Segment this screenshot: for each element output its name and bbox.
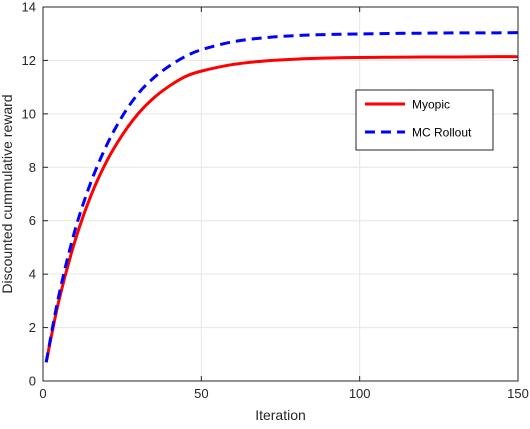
y-axis-label: Discounted cummulative reward xyxy=(0,94,15,293)
y-tick-label: 14 xyxy=(22,0,36,15)
legend-box xyxy=(355,89,494,151)
y-tick-label: 4 xyxy=(29,267,36,282)
x-tick-label: 0 xyxy=(39,386,46,401)
legend: Myopic MC Rollout xyxy=(355,89,494,151)
legend-label-mc-rollout: MC Rollout xyxy=(412,126,472,140)
series-line-mc-rollout xyxy=(44,31,519,363)
y-tick-label: 0 xyxy=(29,374,36,389)
legend-label-myopic: Myopic xyxy=(412,98,450,112)
y-tick-label: 8 xyxy=(29,160,36,175)
axes-box xyxy=(42,6,519,382)
y-tick-label: 12 xyxy=(22,53,36,68)
ticks: 0 50 100 150 0 2 4 6 8 10 12 14 xyxy=(22,0,529,401)
series-layer xyxy=(44,31,519,363)
plot-area xyxy=(43,7,518,381)
x-axis-label: Iteration xyxy=(255,407,306,423)
series-line-myopic xyxy=(44,55,519,363)
y-tick-label: 6 xyxy=(29,213,36,228)
x-tick-label: 100 xyxy=(349,386,371,401)
y-tick-label: 10 xyxy=(22,106,36,121)
x-tick-label: 50 xyxy=(194,386,208,401)
x-tick-label: 150 xyxy=(507,386,529,401)
y-tick-label: 2 xyxy=(29,320,36,335)
